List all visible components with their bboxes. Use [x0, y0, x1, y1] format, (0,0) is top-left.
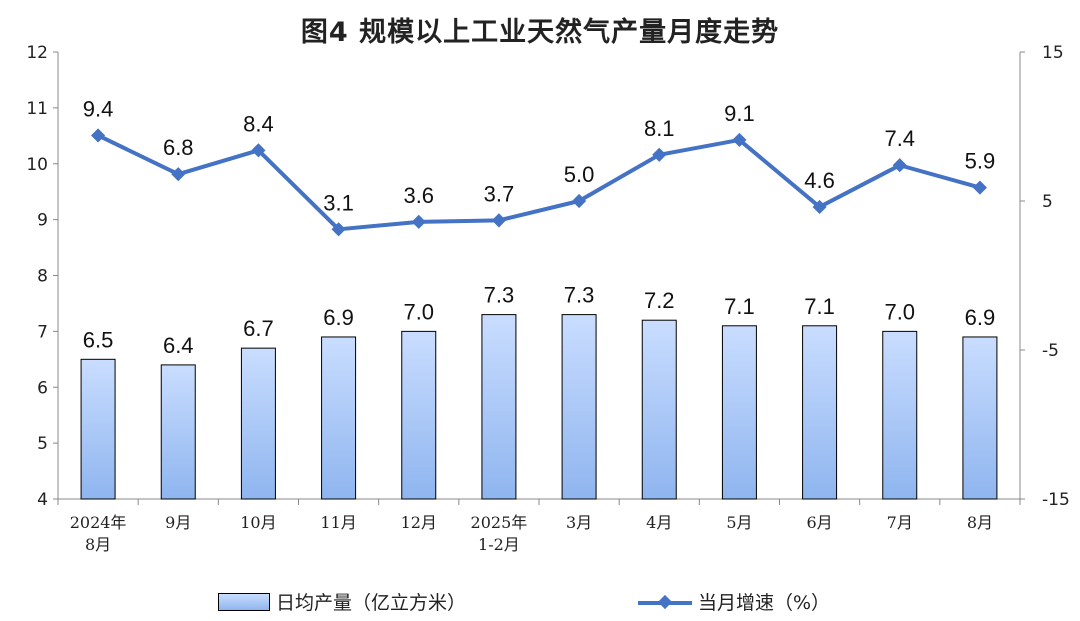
legend-bar-label: 日均产量（亿立方米） [276, 592, 467, 614]
bar-value-label: 6.7 [243, 316, 274, 341]
bar-value-label: 6.5 [83, 327, 114, 352]
bar [561, 314, 597, 500]
bar-value-label: 7.1 [724, 294, 755, 319]
line-value-label: 3.7 [484, 181, 515, 206]
bar [481, 314, 517, 500]
bar [721, 325, 757, 500]
line-marker [91, 128, 106, 143]
chart-canvas: 4 5 6 7 8 9 10 11 12 -15 -5 5 15 2024年 8月 9月 10月 11月 12月 20… [26, 43, 1069, 554]
x-tick-label: 3月 [566, 513, 592, 532]
line-marker [411, 214, 426, 229]
bar-value-label: 7.3 [484, 283, 515, 308]
chart-axes: 4 5 6 7 8 9 10 11 12 -15 -5 5 15 2024年 8月 9月 10月 11月 12月 20… [26, 43, 1069, 554]
y-left-tick-label: 8 [37, 267, 48, 287]
line-value-label: 5.9 [965, 149, 996, 174]
y-left-tick-label: 5 [37, 434, 48, 454]
growth-line [97, 133, 981, 232]
bar-value-label: 7.0 [403, 299, 434, 324]
bar-value-label: 6.9 [323, 305, 354, 330]
legend-item-line: 当月增速（%） [638, 588, 830, 615]
y-left-tick-label: 11 [26, 99, 48, 119]
line-value-label: 7.4 [884, 126, 915, 151]
line-marker [892, 158, 907, 173]
line-marker [572, 193, 587, 209]
bar-value-label: 6.9 [965, 305, 996, 330]
x-tick-label: 5月 [726, 513, 752, 532]
line-marker [652, 147, 667, 162]
bar-series [80, 314, 998, 500]
line-value-label: 9.1 [724, 101, 755, 126]
bar-value-label: 7.2 [644, 288, 675, 313]
line-marker [171, 167, 186, 182]
bar [80, 358, 116, 500]
line-value-label: 3.6 [403, 183, 434, 208]
y-left-tick-label: 7 [37, 322, 48, 342]
y-left-tick-label: 10 [26, 155, 48, 175]
x-tick-label: 9月 [165, 513, 191, 532]
y-left-tick-label: 6 [37, 378, 48, 398]
line-value-label: 8.1 [644, 116, 675, 141]
line-marker [251, 143, 266, 158]
line-value-label: 8.4 [243, 111, 274, 136]
bar [321, 336, 357, 500]
y-right-tick-label: -15 [1042, 490, 1070, 510]
bar [802, 325, 838, 500]
bar-value-label: 7.1 [804, 294, 835, 319]
line-marker [331, 222, 346, 237]
x-tick-label: 2025年 1-2月 [471, 513, 528, 554]
legend-line-swatch [638, 594, 692, 610]
x-tick-label: 6月 [806, 513, 832, 532]
bar-value-label: 6.4 [163, 333, 194, 358]
line-series [91, 128, 987, 237]
line-value-label: 3.1 [323, 190, 354, 215]
bar-value-label: 7.0 [884, 299, 915, 324]
chart-title: 图4 规模以上工业天然气产量月度走势 [300, 17, 780, 48]
line-marker [812, 199, 827, 215]
x-tick-label: 4月 [646, 513, 672, 532]
bar [401, 330, 437, 500]
x-tick-label: 10月 [240, 513, 276, 532]
x-tick-label: 11月 [320, 513, 356, 532]
y-left-tick-label: 12 [26, 43, 48, 63]
y-right-tick-label: -5 [1042, 341, 1059, 361]
line-marker [972, 180, 987, 195]
y-left-tick-label: 9 [37, 211, 48, 231]
line-marker [732, 132, 747, 147]
line-value-label: 4.6 [804, 168, 835, 193]
bar [962, 336, 998, 500]
y-right-tick-label: 15 [1042, 43, 1064, 63]
line-marker [491, 213, 506, 228]
legend-line-label: 当月增速（%） [698, 592, 831, 614]
y-left-tick-label: 4 [37, 490, 48, 510]
x-tick-label: 7月 [887, 513, 913, 532]
x-tick-label: 2024年 8月 [70, 513, 127, 554]
bar-value-label: 7.3 [564, 283, 595, 308]
line-value-label: 9.4 [83, 96, 114, 121]
data-labels: 6.5 6.4 6.7 6.9 7.0 7.3 7.3 7.2 7.1 7.1 7.0 6.9 9.4 6… [83, 96, 995, 357]
line-value-label: 5.0 [564, 162, 595, 187]
legend-item-bars: 日均产量（亿立方米） [218, 588, 466, 615]
bar [160, 364, 196, 500]
bar [240, 347, 276, 500]
legend-bar-swatch [218, 592, 270, 611]
line-value-label: 6.8 [163, 135, 194, 160]
bar [641, 319, 677, 500]
x-tick-label: 8月 [967, 513, 993, 532]
y-right-tick-label: 5 [1042, 192, 1053, 212]
bar [882, 330, 918, 500]
x-tick-label: 12月 [401, 513, 437, 532]
